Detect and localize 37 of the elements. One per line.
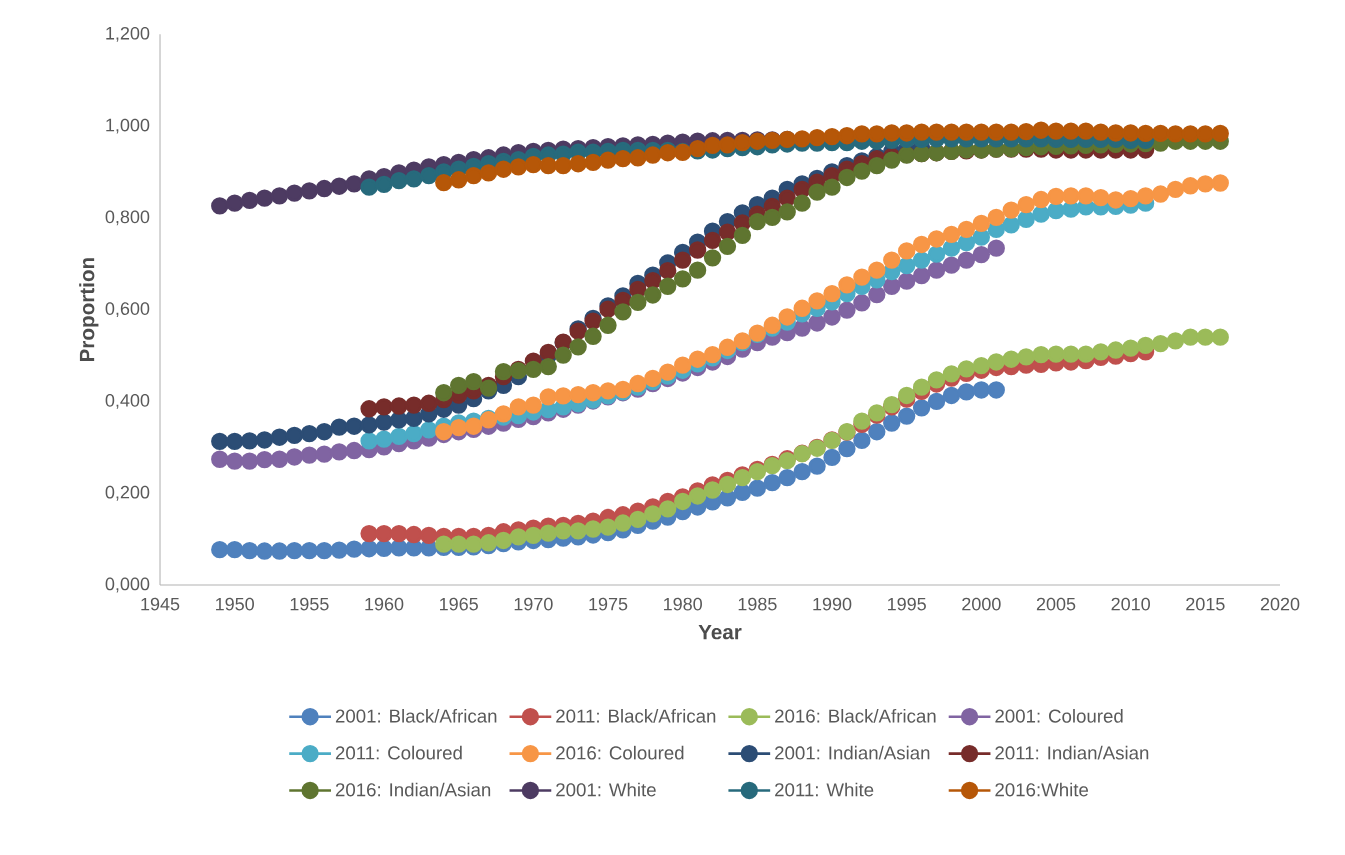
y-tick-label: 0,600 bbox=[105, 302, 150, 318]
legend-label: 2001: Black/African bbox=[335, 708, 497, 723]
legend-label: 2011: Black/African bbox=[556, 708, 716, 723]
x-tick-label: 2005 bbox=[1036, 597, 1076, 611]
y-tick-label: 0,800 bbox=[105, 210, 150, 226]
x-tick-label: 1945 bbox=[141, 597, 180, 611]
legend-label: 2001: Coloured bbox=[995, 708, 1123, 723]
legend-label: 2016:White bbox=[995, 782, 1089, 797]
legend-label: 2016: Black/African bbox=[775, 708, 936, 723]
x-tick-label: 1965 bbox=[440, 597, 478, 611]
x-tick-label: 2010 bbox=[1111, 597, 1150, 611]
y-axis-title: Proportion bbox=[79, 258, 99, 362]
y-tick-label: 0,400 bbox=[105, 394, 150, 409]
legend-label: 2011: White bbox=[775, 782, 874, 797]
x-axis-title: Year bbox=[698, 624, 742, 640]
x-tick-label: 1980 bbox=[664, 597, 702, 611]
y-tick-label: 0,200 bbox=[105, 485, 150, 501]
y-tick-label: 1,200 bbox=[106, 26, 150, 42]
legend-label: 2001: White bbox=[556, 782, 656, 797]
y-tick-label: 1,000 bbox=[106, 118, 150, 134]
x-tick-label: 2000 bbox=[962, 597, 1001, 611]
legend-label: 2011: Coloured bbox=[335, 745, 462, 760]
x-tick-label: 1960 bbox=[365, 597, 404, 611]
legend-label: 2001: Indian/Asian bbox=[775, 745, 930, 760]
legend-label: 2016: Indian/Asian bbox=[335, 782, 491, 797]
x-tick-label: 1995 bbox=[888, 597, 926, 611]
x-tick-label: 1985 bbox=[738, 597, 777, 611]
legend-label: 2011: Indian/Asian bbox=[995, 745, 1149, 760]
legend-label: 2016: Coloured bbox=[556, 745, 684, 760]
x-tick-label: 1955 bbox=[290, 597, 329, 611]
x-tick-label: 1975 bbox=[589, 597, 628, 611]
x-tick-label: 1950 bbox=[216, 597, 254, 611]
x-tick-label: 2015 bbox=[1186, 597, 1225, 611]
x-tick-label: 1970 bbox=[514, 597, 553, 611]
x-tick-label: 2020 bbox=[1260, 597, 1300, 611]
y-tick-label: 0,000 bbox=[105, 577, 150, 593]
x-tick-label: 1990 bbox=[813, 597, 852, 611]
